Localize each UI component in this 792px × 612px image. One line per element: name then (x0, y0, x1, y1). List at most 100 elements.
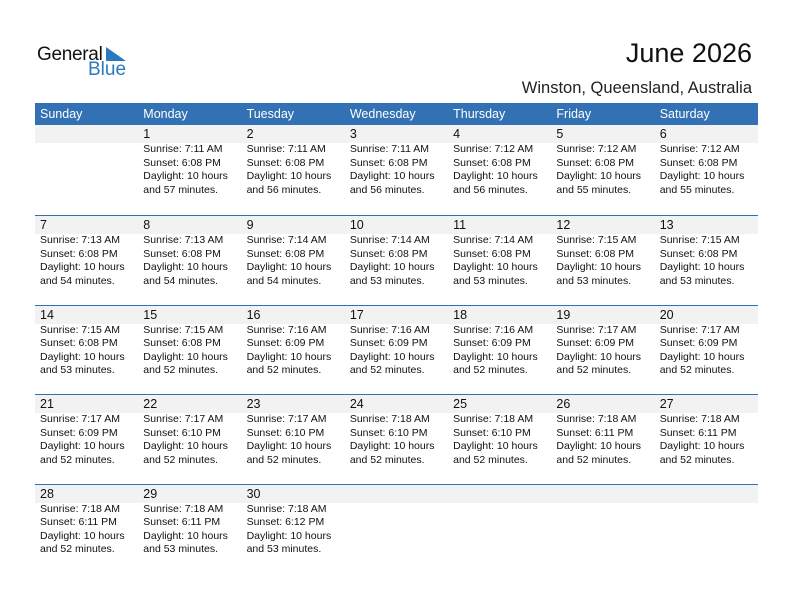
daylight: Daylight: 10 hours (40, 529, 125, 542)
sunset: Sunset: 6:08 PM (556, 247, 635, 260)
sunset: Sunset: 6:08 PM (453, 247, 531, 260)
daylight-minutes: and 52 minutes. (556, 364, 632, 376)
sunrise: Sunrise: 7:15 AM (659, 234, 740, 246)
daylight-minutes: and 52 minutes. (453, 364, 528, 376)
daylight-minutes: and 52 minutes. (659, 364, 735, 376)
daylight-minutes: and 52 minutes. (246, 364, 322, 376)
day-number: 20 (659, 307, 674, 322)
week-row: 14 Sunrise: 7:15 AM Sunset: 6:08 PM Dayligh… (35, 304, 758, 395)
sunrise: Sunrise: 7:14 AM (246, 234, 327, 246)
daylight: Daylight: 10 hours (143, 440, 228, 452)
sunrise: Sunrise: 7:17 AM (143, 413, 224, 425)
sunrise: Sunrise: 7:11 AM (143, 143, 223, 155)
daylight-minutes: and 56 minutes. (349, 183, 425, 196)
sunset: Sunset: 6:11 PM (143, 516, 221, 528)
daylight-minutes: and 52 minutes. (659, 453, 735, 466)
day-cell: 6 Sunrise: 7:12 AM Sunset: 6:08 PM Daylight… (655, 125, 758, 197)
daylight: Daylight: 10 hours (246, 350, 332, 363)
day-cell: 13 Sunrise: 7:15 AM Sunset: 6:08 PM Dayligh… (655, 216, 758, 288)
sunset: Sunset: 6:08 PM (659, 156, 738, 169)
daylight: Daylight: 10 hours (143, 350, 228, 363)
daylight-minutes: and 54 minutes. (246, 274, 322, 287)
week-row: 21 Sunrise: 7:17 AM Sunset: 6:09 PM Dayligh… (35, 394, 758, 484)
day-number-strip (35, 395, 758, 413)
day-number: 24 (349, 397, 364, 411)
sunset: Sunset: 6:08 PM (453, 156, 531, 169)
day-number: 4 (453, 127, 461, 141)
daylight: Daylight: 10 hours (453, 261, 538, 273)
weekday-header: Sunday Monday Tuesday Wednesday Thursday Frid… (35, 103, 758, 125)
sunrise: Sunrise: 7:15 AM (40, 323, 120, 336)
weekday-tuesday: Tuesday (246, 107, 295, 121)
sunrise: Sunrise: 7:17 AM (246, 413, 327, 425)
weekday-sunday: Sunday (40, 107, 83, 121)
page-title: June 2026 (625, 38, 752, 68)
daylight: Daylight: 10 hours (453, 170, 538, 182)
day-cell: 23 Sunrise: 7:17 AM Sunset: 6:10 PM Dayligh… (242, 395, 345, 467)
day-number: 1 (143, 127, 151, 141)
day-cell: 4 Sunrise: 7:12 AM Sunset: 6:08 PM Daylight… (448, 125, 551, 197)
weekday-friday: Friday (556, 107, 592, 121)
sunrise: Sunrise: 7:17 AM (556, 323, 637, 336)
daylight-minutes: and 52 minutes. (453, 453, 528, 466)
daylight: Daylight: 10 hours (40, 440, 125, 452)
day-cell: 27 Sunrise: 7:18 AM Sunset: 6:11 PM Dayligh… (655, 395, 758, 467)
sunset: Sunset: 6:08 PM (556, 156, 635, 169)
day-number: 14 (40, 307, 54, 322)
daylight-minutes: and 57 minutes. (143, 183, 218, 196)
daylight: Daylight: 10 hours (556, 261, 642, 273)
daylight: Daylight: 10 hours (349, 170, 435, 182)
daylight: Daylight: 10 hours (349, 350, 435, 363)
sunrise: Sunrise: 7:12 AM (556, 143, 637, 155)
daylight: Daylight: 10 hours (453, 440, 538, 452)
day-number: 25 (453, 397, 468, 411)
sunrise: Sunrise: 7:18 AM (246, 502, 327, 515)
daylight: Daylight: 10 hours (246, 529, 332, 542)
daylight-minutes: and 53 minutes. (246, 543, 322, 555)
day-cell: 18 Sunrise: 7:16 AM Sunset: 6:09 PM Dayligh… (448, 306, 551, 378)
day-number: 8 (143, 218, 151, 232)
daylight: Daylight: 10 hours (349, 440, 435, 452)
day-cell (655, 485, 758, 557)
sunrise: Sunrise: 7:18 AM (556, 413, 637, 425)
sunset: Sunset: 6:09 PM (453, 337, 531, 349)
day-number: 23 (246, 397, 261, 411)
sunset: Sunset: 6:10 PM (349, 426, 428, 439)
day-number: 12 (556, 218, 571, 232)
daylight: Daylight: 10 hours (143, 529, 228, 542)
day-number: 3 (349, 127, 357, 141)
sunrise: Sunrise: 7:14 AM (349, 234, 430, 246)
daylight-minutes: and 54 minutes. (143, 274, 218, 287)
sunset: Sunset: 6:08 PM (143, 247, 221, 260)
daylight-minutes: and 53 minutes. (143, 543, 218, 555)
day-cell: 21 Sunrise: 7:17 AM Sunset: 6:09 PM Dayligh… (35, 395, 138, 467)
sunrise: Sunrise: 7:18 AM (453, 413, 534, 425)
sunrise: Sunrise: 7:16 AM (349, 323, 430, 336)
sunrise: Sunrise: 7:16 AM (246, 323, 327, 336)
day-number: 27 (659, 397, 674, 411)
sunrise: Sunrise: 7:15 AM (556, 234, 637, 246)
sunrise: Sunrise: 7:18 AM (40, 502, 120, 515)
daylight-minutes: and 56 minutes. (453, 183, 528, 196)
day-number: 9 (246, 218, 254, 232)
day-cell: 8 Sunrise: 7:13 AM Sunset: 6:08 PM Daylight… (138, 216, 241, 288)
day-number-strip (35, 216, 758, 234)
sunset: Sunset: 6:09 PM (40, 426, 118, 439)
day-cell (345, 485, 448, 557)
day-cell: 30 Sunrise: 7:18 AM Sunset: 6:12 PM Dayligh… (242, 485, 345, 557)
day-cell: 26 Sunrise: 7:18 AM Sunset: 6:11 PM Dayligh… (551, 395, 654, 467)
weekday-thursday: Thursday (453, 107, 506, 121)
sunrise: Sunrise: 7:17 AM (659, 323, 740, 336)
sunset: Sunset: 6:11 PM (40, 516, 117, 528)
sunrise: Sunrise: 7:12 AM (659, 143, 740, 155)
daylight-minutes: and 53 minutes. (659, 274, 735, 287)
daylight-minutes: and 53 minutes. (349, 274, 425, 287)
day-cell: 15 Sunrise: 7:15 AM Sunset: 6:08 PM Dayligh… (138, 306, 241, 378)
day-cell (448, 485, 551, 557)
sunrise: Sunrise: 7:18 AM (349, 413, 430, 425)
daylight: Daylight: 10 hours (246, 170, 332, 182)
daylight: Daylight: 10 hours (143, 261, 228, 273)
weekday-wednesday: Wednesday (349, 107, 416, 121)
sunset: Sunset: 6:09 PM (659, 337, 738, 349)
daylight-minutes: and 55 minutes. (556, 183, 632, 196)
